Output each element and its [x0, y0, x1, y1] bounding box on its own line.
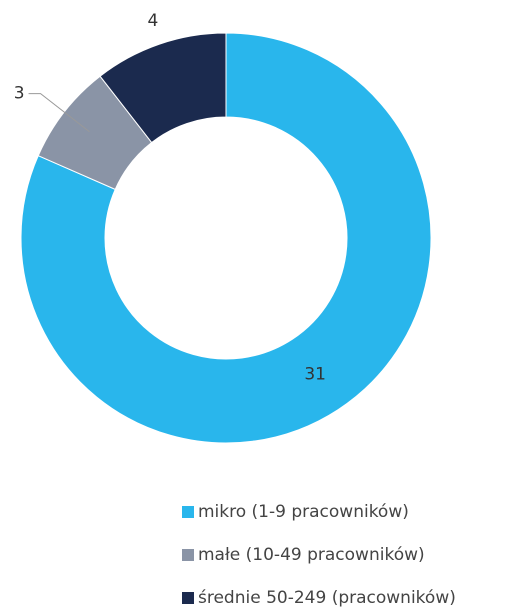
data-label: 3 [14, 84, 25, 104]
legend-swatch [182, 592, 194, 604]
leader-line [28, 93, 90, 133]
data-label: 31 [304, 364, 326, 384]
data-label: 4 [148, 11, 159, 31]
legend-label: średnie 50-249 (pracowników) [198, 588, 456, 608]
legend-swatch [182, 549, 194, 561]
legend-label: małe (10-49 pracowników) [198, 545, 425, 565]
legend-label: mikro (1-9 pracowników) [198, 502, 409, 522]
donut-slice [99, 32, 227, 144]
legend-swatch [182, 506, 194, 518]
donut-slice [20, 32, 432, 444]
